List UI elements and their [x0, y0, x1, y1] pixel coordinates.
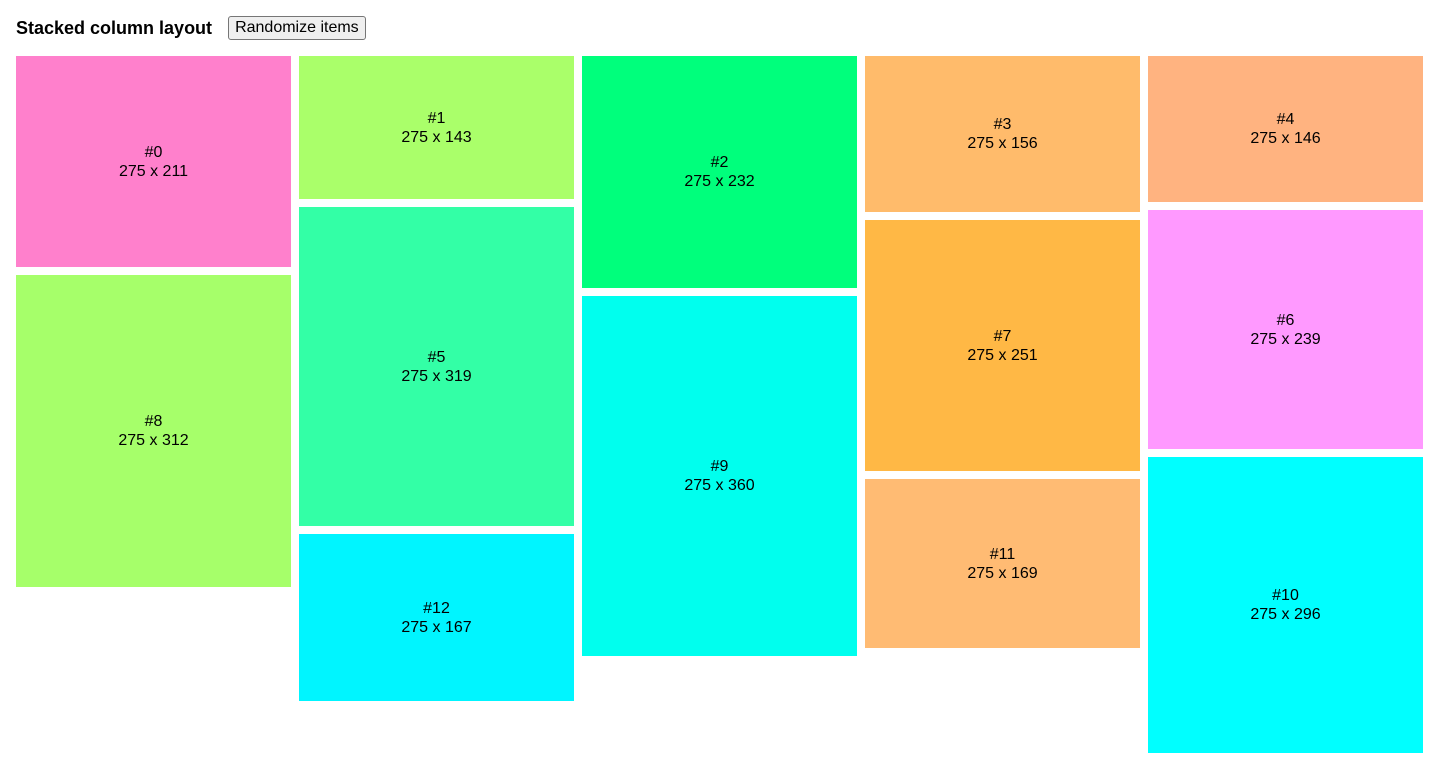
layout-item: #5 275 x 319	[299, 207, 574, 526]
item-dimensions: 275 x 146	[1250, 130, 1321, 147]
layout-column: #4 275 x 146 #6 275 x 239 #10 275 x 296	[1148, 56, 1423, 753]
item-dimensions: 275 x 239	[1250, 330, 1321, 348]
layout-item: #2 275 x 232	[582, 56, 857, 288]
layout-column: #0 275 x 211 #8 275 x 312	[16, 56, 291, 587]
item-label: #0	[144, 143, 163, 161]
item-dimensions: 275 x 312	[118, 432, 189, 449]
item-label: #11	[989, 545, 1016, 563]
randomize-items-button[interactable]: Randomize items	[228, 16, 366, 40]
item-label: #7	[993, 327, 1012, 345]
layout-item: #6 275 x 239	[1148, 210, 1423, 449]
item-label: #9	[710, 458, 729, 475]
item-dimensions: 275 x 296	[1250, 606, 1321, 623]
layout-item: #8 275 x 312	[16, 275, 291, 587]
item-dimensions: 275 x 156	[967, 135, 1038, 152]
layout-column: #1 275 x 143 #5 275 x 319 #12 275 x 167	[299, 56, 574, 701]
layout-item: #0 275 x 211	[16, 56, 291, 267]
item-label: #12	[423, 599, 450, 617]
item-label: #4	[1276, 111, 1295, 128]
layout-item: #7 275 x 251	[865, 220, 1140, 471]
header: Stacked column layout Randomize items	[16, 14, 366, 42]
layout-item: #10 275 x 296	[1148, 457, 1423, 753]
layout-item: #3 275 x 156	[865, 56, 1140, 212]
item-dimensions: 275 x 169	[967, 564, 1038, 582]
item-dimensions: 275 x 143	[401, 128, 472, 146]
layout-item: #11 275 x 169	[865, 479, 1140, 648]
item-label: #10	[1272, 587, 1299, 604]
layout-column: #3 275 x 156 #7 275 x 251 #11 275 x 169	[865, 56, 1140, 648]
page-title: Stacked column layout	[16, 17, 213, 38]
layout-column: #2 275 x 232 #9 275 x 360	[582, 56, 857, 656]
layout-item: #12 275 x 167	[299, 534, 574, 701]
item-label: #8	[144, 413, 163, 430]
item-dimensions: 275 x 211	[118, 162, 189, 180]
layout-item: #9 275 x 360	[582, 296, 857, 656]
item-dimensions: 275 x 167	[401, 618, 472, 636]
stacked-column-layout: #0 275 x 211 #8 275 x 312 #1 275 x 143 #5 275 x…	[16, 56, 1423, 753]
item-label: #6	[1276, 311, 1295, 329]
item-dimensions: 275 x 232	[684, 173, 755, 190]
item-dimensions: 275 x 360	[684, 477, 755, 494]
layout-item: #4 275 x 146	[1148, 56, 1423, 202]
item-label: #3	[993, 116, 1012, 133]
item-label: #1	[427, 109, 446, 127]
item-label: #5	[427, 348, 446, 366]
item-label: #2	[710, 154, 729, 171]
item-dimensions: 275 x 251	[967, 346, 1038, 364]
item-dimensions: 275 x 319	[401, 367, 472, 385]
layout-item: #1 275 x 143	[299, 56, 574, 199]
